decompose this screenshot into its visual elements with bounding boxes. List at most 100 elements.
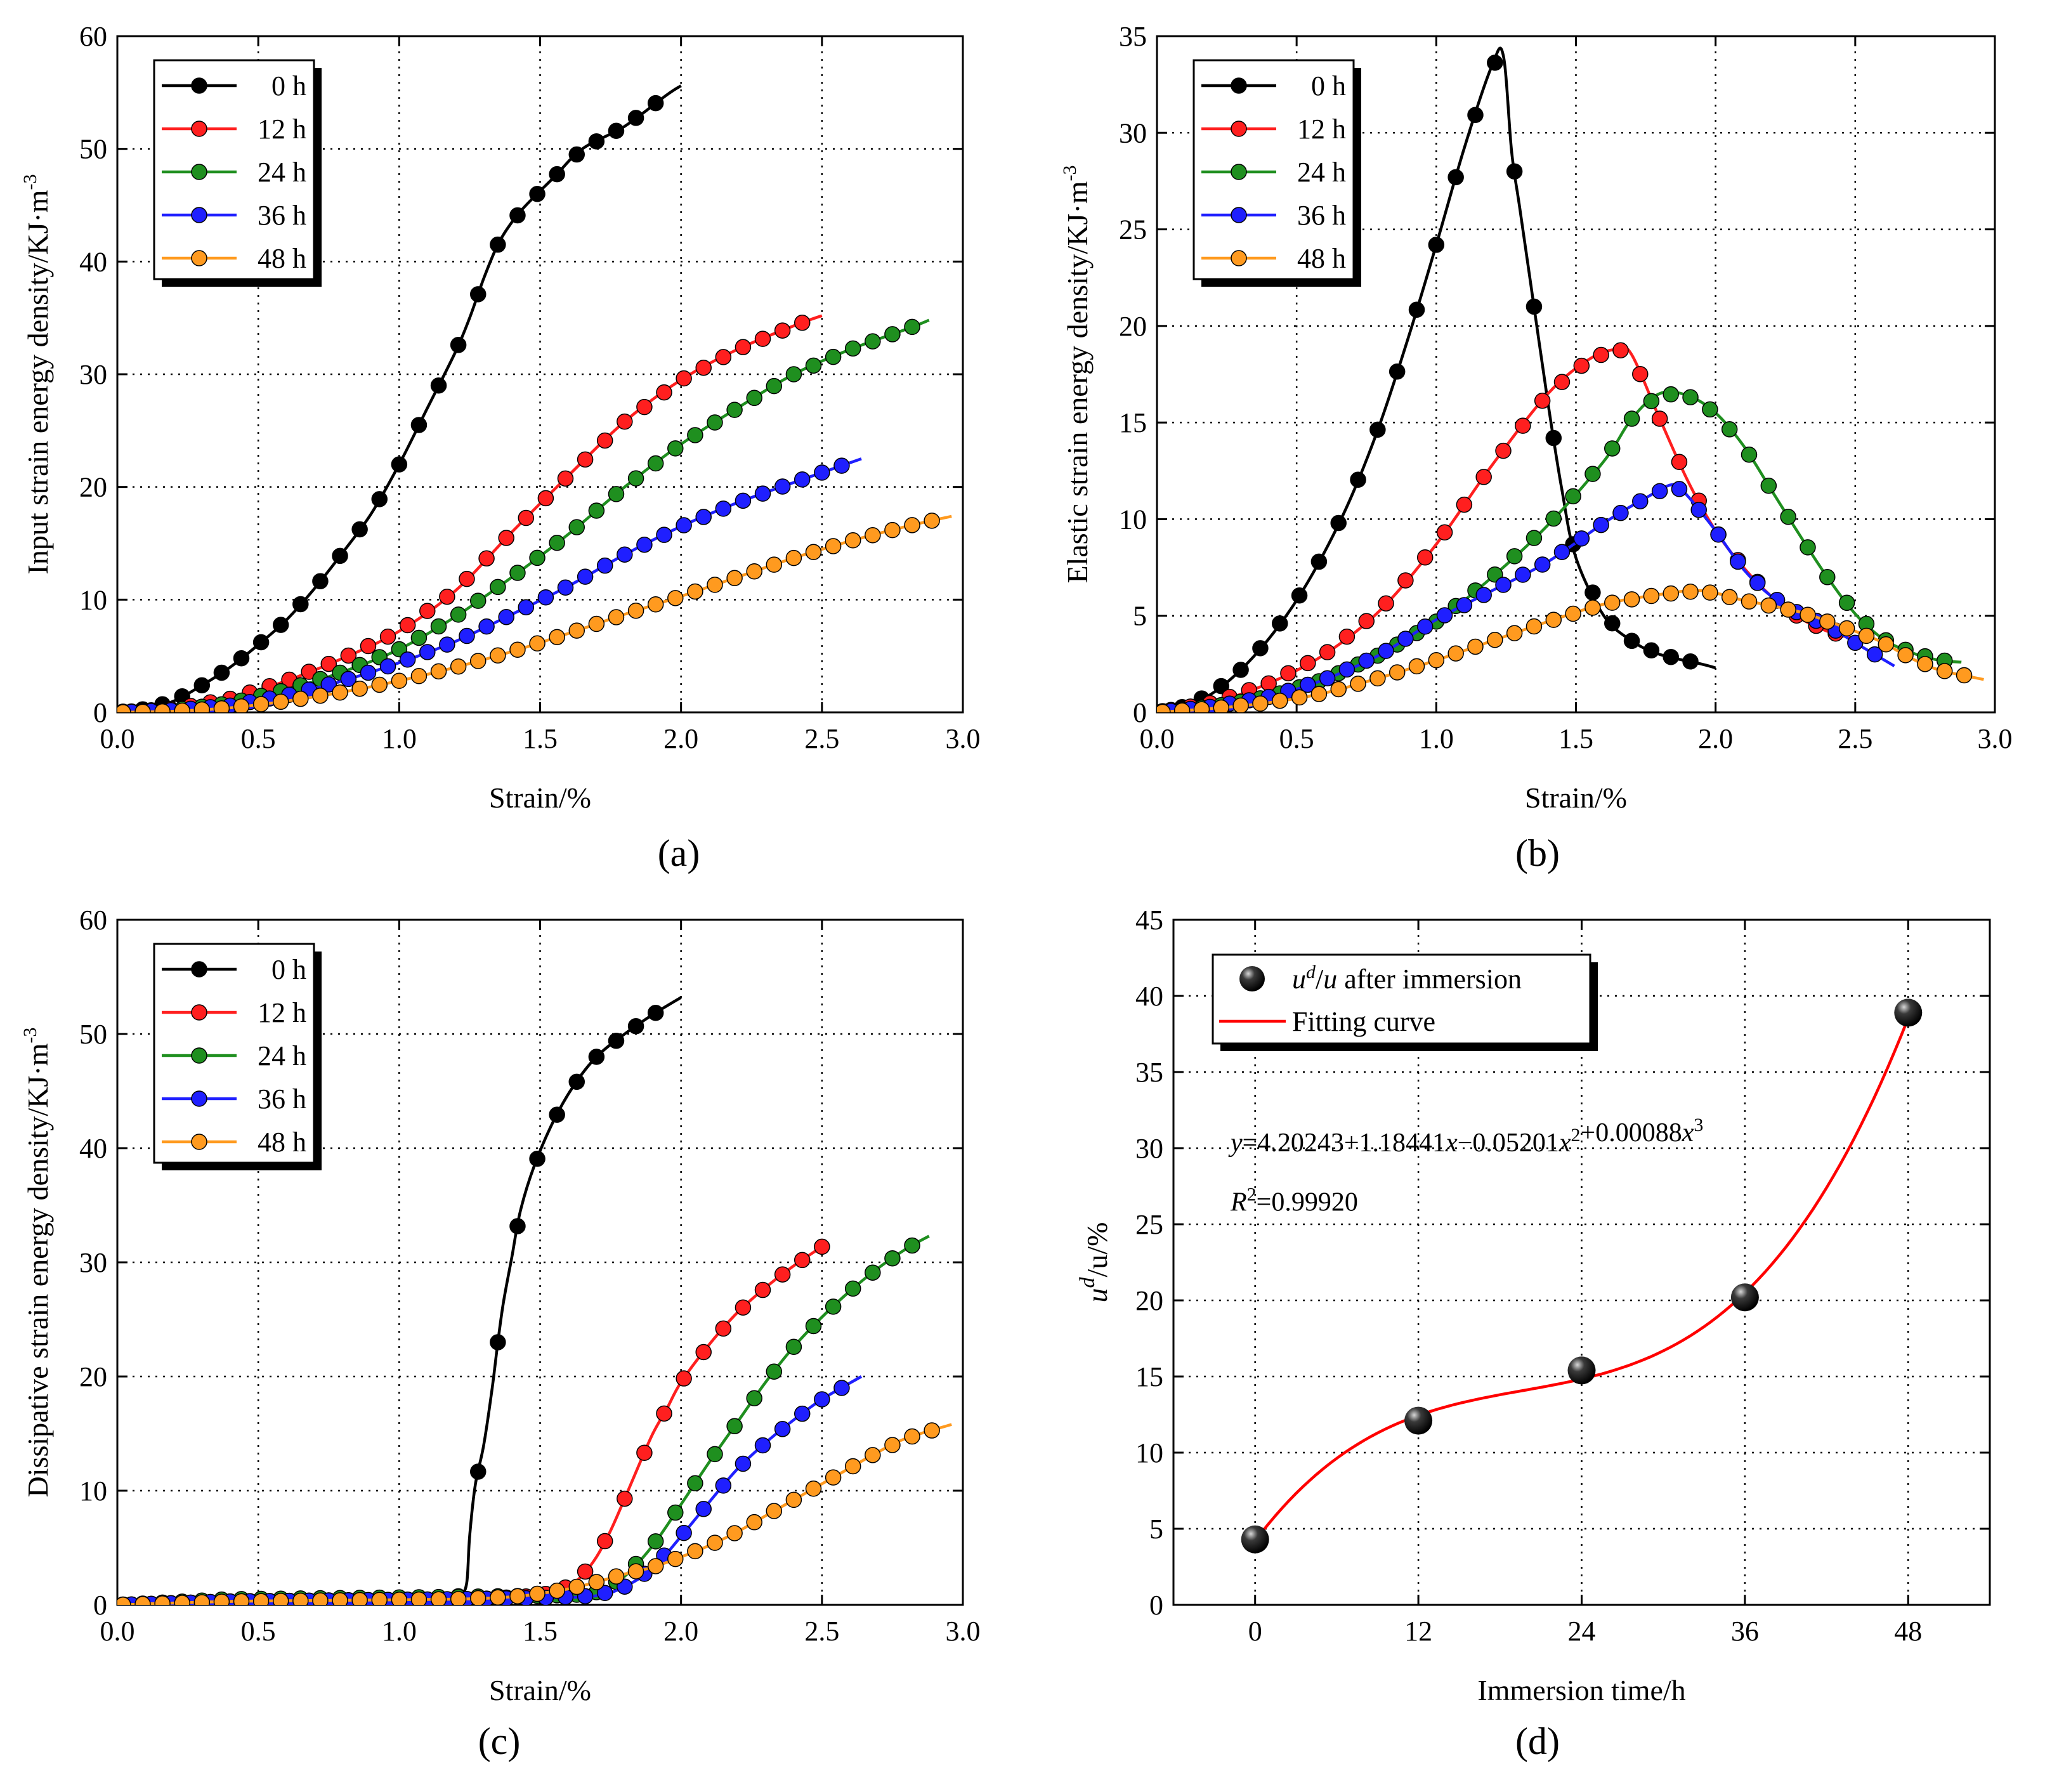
equation-part: =4.20243+1.18441 <box>1243 1128 1446 1158</box>
data-point <box>865 1264 881 1281</box>
legend-marker <box>191 77 207 94</box>
data-point <box>360 664 377 681</box>
data-point <box>193 701 211 712</box>
x-tick-label: 1.5 <box>523 723 558 754</box>
equation-part: x <box>1682 1118 1694 1148</box>
data-point <box>1866 646 1883 663</box>
y-axis-title: ud/u/% <box>1076 1222 1113 1303</box>
data-point <box>785 1491 802 1508</box>
data-point <box>636 398 653 415</box>
y-tick-label: 10 <box>79 584 107 615</box>
data-point <box>1310 553 1328 570</box>
data-point <box>707 577 723 593</box>
data-point <box>1300 676 1316 693</box>
y-axis-title-rest: /u/% <box>1081 1222 1113 1278</box>
data-point <box>1632 493 1649 509</box>
data-point <box>450 658 467 675</box>
data-point <box>865 333 881 350</box>
data-point <box>1917 656 1933 672</box>
x-tick-label: 24 <box>1568 1616 1596 1647</box>
data-point <box>490 236 506 253</box>
legend-label: 48 h <box>258 1127 306 1158</box>
data-point <box>430 377 447 394</box>
data-point <box>213 700 230 712</box>
data-point <box>1416 549 1434 566</box>
data-point <box>1456 597 1473 613</box>
data-point <box>904 318 920 336</box>
data-point <box>478 550 495 567</box>
data-point <box>1506 625 1523 641</box>
data-point <box>430 1591 447 1605</box>
legend-label: 48 h <box>258 243 306 274</box>
legend-label-points: ud/u after immersion <box>1292 962 1522 995</box>
data-point <box>1534 556 1551 573</box>
data-point <box>549 1582 565 1599</box>
data-point <box>1350 676 1366 692</box>
y-tick-label: 30 <box>79 1247 107 1278</box>
data-point <box>1643 393 1660 410</box>
equation-part: x <box>1445 1128 1458 1158</box>
data-point <box>537 490 554 507</box>
panel-label: (d) <box>1515 1720 1560 1762</box>
data-point <box>1436 524 1453 541</box>
x-tick-label: 12 <box>1404 1616 1432 1647</box>
series-48h <box>117 1422 952 1605</box>
data-point <box>746 1390 762 1406</box>
y-tick-label: 25 <box>1119 214 1147 245</box>
data-point <box>1241 1525 1269 1553</box>
panel-b: 0.0 0.5 1.0 1.5 2.0 2.5 3.0 0 5 10 15 20 25 30 35 Strai… <box>1059 21 2013 874</box>
data-point <box>529 185 546 202</box>
data-point <box>715 1477 732 1494</box>
data-point <box>1319 644 1336 660</box>
x-tick-label: 0.5 <box>1279 723 1314 754</box>
data-point <box>1319 670 1336 686</box>
data-point <box>1506 548 1523 565</box>
data-point <box>715 349 732 365</box>
data-point <box>1358 652 1375 669</box>
data-point <box>1291 587 1308 604</box>
data-point <box>509 1218 526 1234</box>
equation-part: −0.05201 <box>1458 1128 1559 1158</box>
data-point <box>439 588 455 605</box>
data-point <box>884 521 901 539</box>
data-point <box>647 95 664 112</box>
series-12h <box>1157 342 1856 712</box>
data-point <box>379 658 396 675</box>
legend-marker <box>1231 207 1247 223</box>
data-point <box>1515 566 1531 583</box>
data-point <box>647 1558 664 1574</box>
data-point <box>509 565 526 581</box>
data-point <box>1338 661 1356 678</box>
x-tick-label: 2.5 <box>1838 723 1872 754</box>
legend-label: 24 h <box>258 1040 306 1071</box>
data-point <box>1584 466 1601 482</box>
legend-box <box>1192 59 1355 280</box>
data-point <box>1213 677 1230 695</box>
legend-marker <box>191 1004 207 1021</box>
data-point <box>529 549 546 566</box>
data-point <box>490 1334 506 1351</box>
data-point <box>1838 594 1855 612</box>
data-point <box>1338 628 1356 645</box>
data-point <box>1545 612 1562 628</box>
data-point <box>1545 429 1562 447</box>
data-point <box>1447 645 1464 662</box>
x-tick-label: 1.0 <box>382 723 417 754</box>
data-point <box>312 687 329 704</box>
data-point <box>1545 510 1562 527</box>
data-point <box>1291 689 1308 706</box>
data-point <box>340 670 357 688</box>
data-point <box>636 1444 653 1461</box>
equation-text: y=4.20243+1.18441x−0.05201x2+0.00088x3 <box>1228 1115 1703 1158</box>
legend-u2: u <box>1323 964 1337 995</box>
y-axis-title-sup: -3 <box>20 174 41 190</box>
x-tick-label: 2.5 <box>804 723 839 754</box>
data-point <box>1623 591 1640 608</box>
data-point <box>814 1391 830 1408</box>
data-point <box>785 366 802 383</box>
data-point <box>1475 469 1492 485</box>
data-point <box>735 492 752 509</box>
data-point <box>884 1250 901 1267</box>
data-point <box>596 1533 613 1550</box>
x-axis-title: Strain/% <box>489 782 591 814</box>
